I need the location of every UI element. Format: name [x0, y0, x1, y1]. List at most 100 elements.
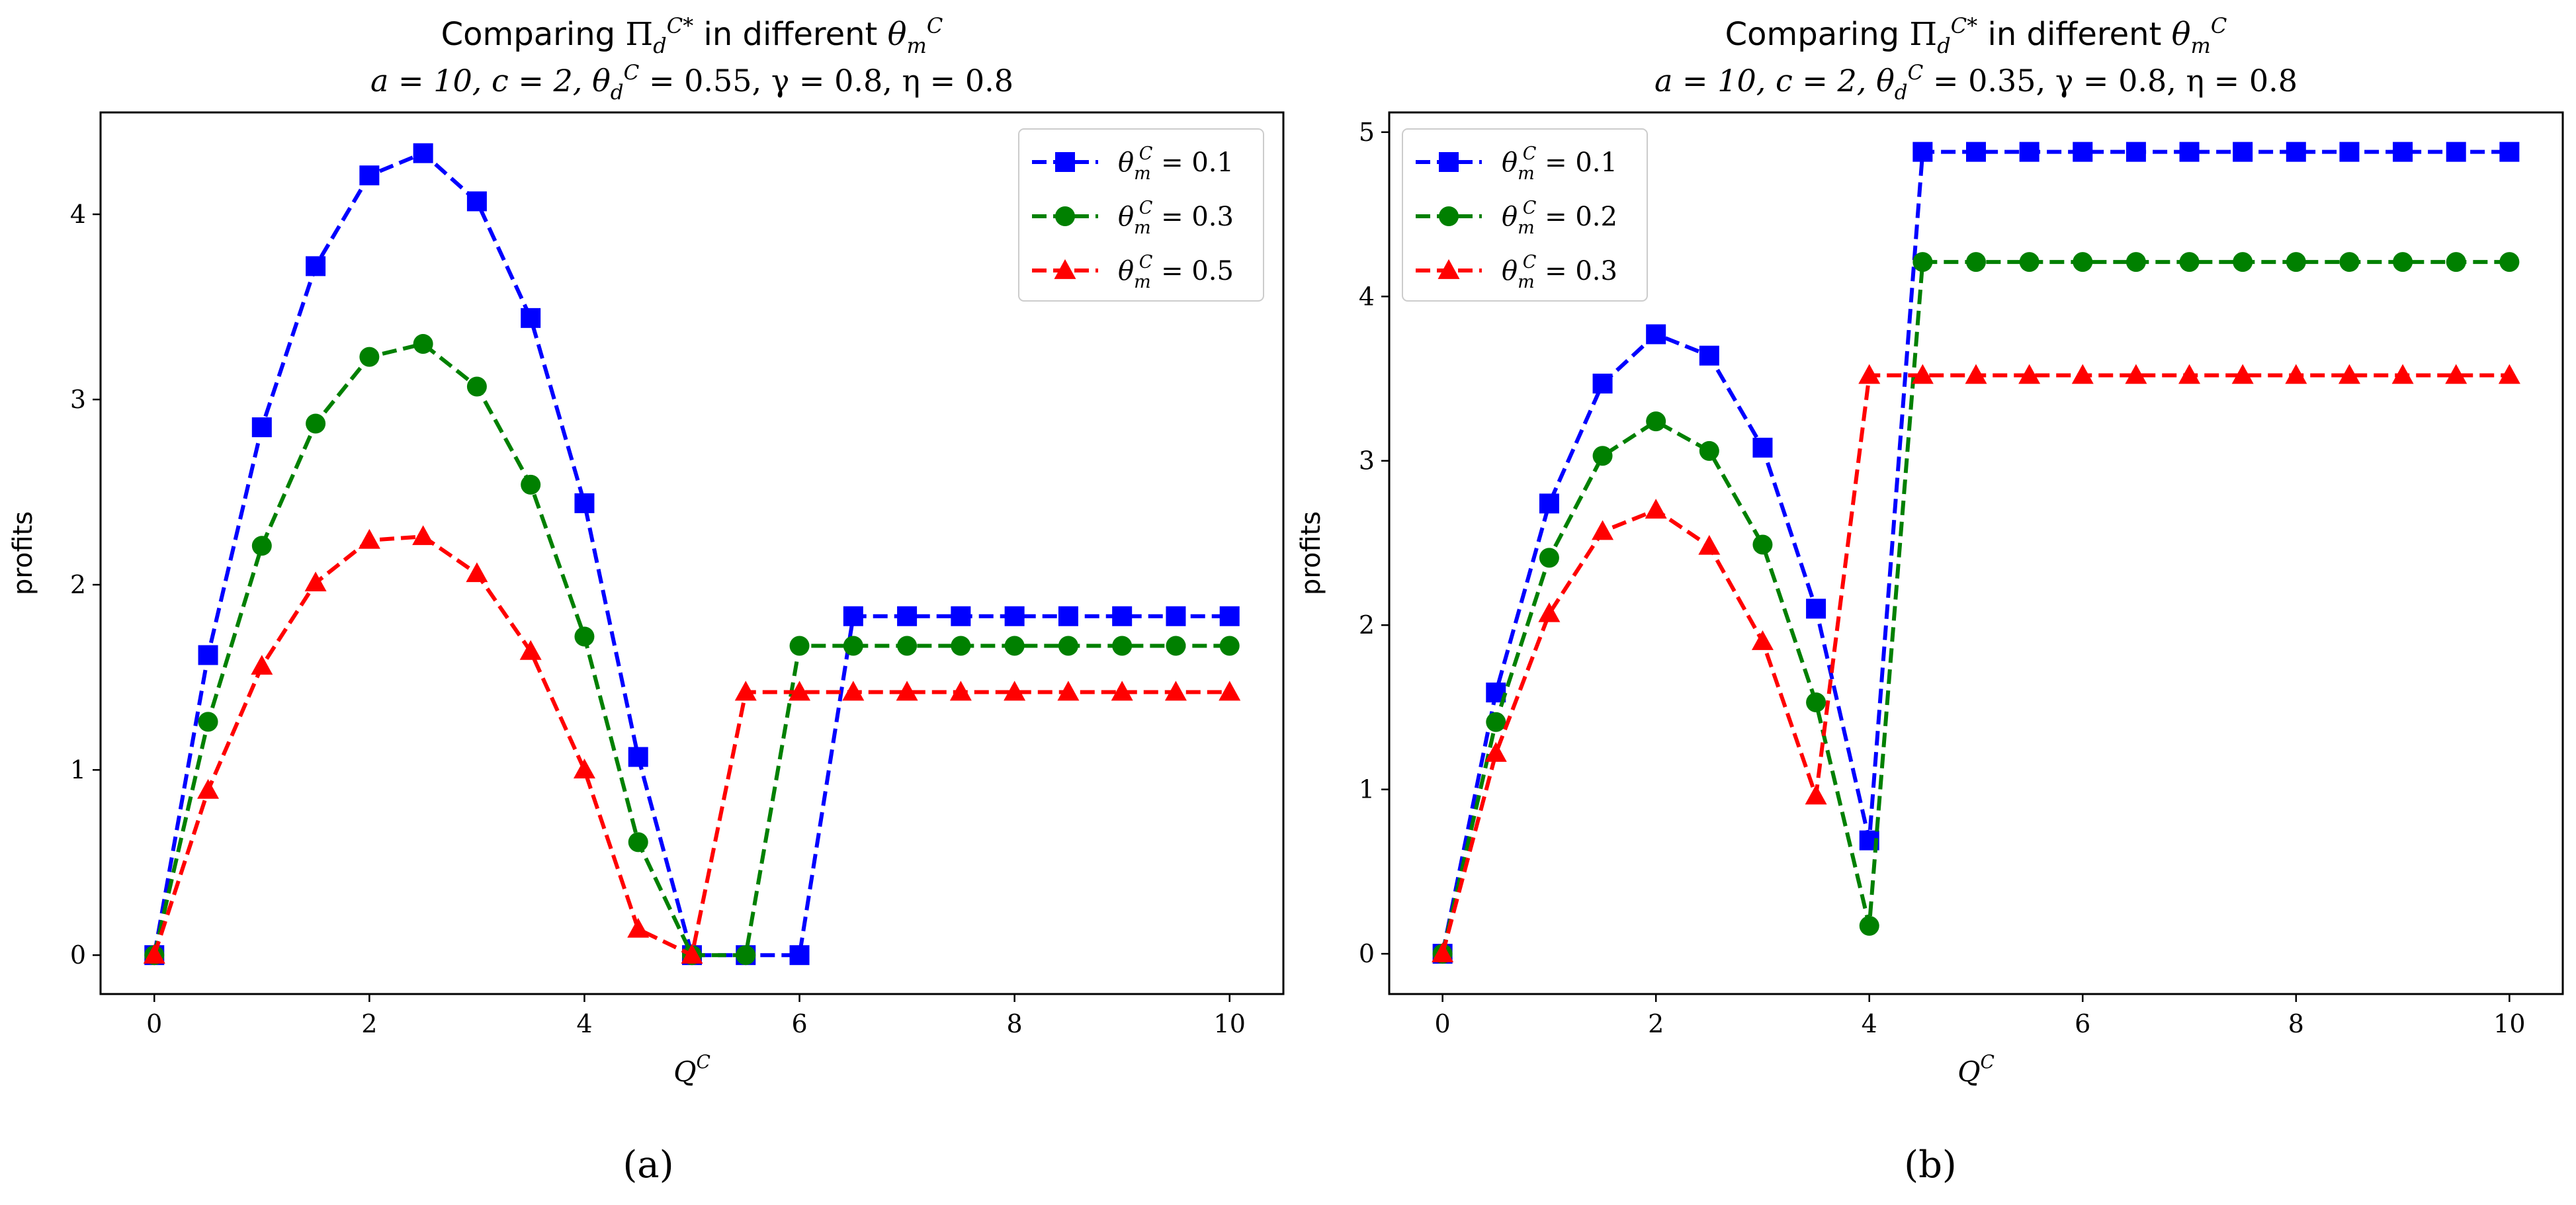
legend-label: θmC = 0.1 [1118, 144, 1234, 184]
data-point [251, 655, 273, 675]
data-point [521, 474, 541, 495]
data-point [2339, 252, 2360, 272]
y-tick-label: 4 [70, 200, 86, 229]
x-tick-label: 0 [1435, 1009, 1451, 1038]
data-point [2019, 252, 2039, 272]
data-point [1166, 636, 1186, 656]
data-point [1538, 602, 1561, 622]
data-point [2445, 364, 2468, 384]
legend-marker [1054, 259, 1076, 279]
data-point [251, 417, 272, 438]
data-point [1219, 606, 1240, 626]
y-axis-label: profits [8, 511, 38, 595]
data-point [304, 571, 327, 592]
data-point [681, 944, 703, 964]
data-point [789, 681, 811, 701]
y-tick-label: 2 [1359, 610, 1375, 640]
data-point [1111, 681, 1133, 701]
legend-theta-sub: m [1134, 272, 1151, 292]
legend-theta-sub: m [1518, 272, 1535, 292]
data-point [1645, 499, 1667, 519]
data-point [2233, 142, 2253, 162]
data-point [412, 525, 435, 546]
legend-label: θmC = 0.3 [1502, 252, 1617, 292]
axes-frame [1388, 111, 2564, 995]
data-point [143, 944, 165, 964]
data-point [198, 712, 218, 732]
x-tick-label: 0 [146, 1009, 162, 1038]
legend-value: = 0.1 [1536, 147, 1617, 178]
axes-frame [99, 111, 1285, 995]
data-point [949, 681, 972, 701]
title-mid: in different [693, 16, 887, 53]
data-point [521, 308, 541, 328]
legend-theta-sub: m [1518, 218, 1535, 238]
data-point [306, 413, 326, 434]
data-point [2073, 252, 2093, 272]
data-point [951, 636, 971, 656]
data-point [1539, 493, 1559, 514]
data-point [1806, 692, 1826, 712]
data-point [896, 681, 918, 701]
data-point [2446, 142, 2466, 162]
data-point [2178, 364, 2201, 384]
title-var: θ [2172, 16, 2191, 53]
legend-value: = 0.2 [1536, 202, 1617, 232]
legend-theta-sup: C [1523, 252, 1537, 272]
data-point [2233, 252, 2253, 272]
legend-box [1018, 128, 1264, 302]
data-point [1166, 606, 1186, 626]
data-point [897, 636, 918, 656]
data-point [574, 493, 595, 513]
title-sub: d [653, 33, 666, 58]
subtitle-theta: θ [592, 63, 611, 99]
legend-theta-sup: C [1523, 198, 1537, 218]
data-point [1751, 630, 1774, 650]
data-point [2339, 142, 2360, 162]
legend-marker [1438, 259, 1460, 279]
data-point [1646, 411, 1666, 432]
legend-value: = 0.5 [1152, 256, 1234, 286]
data-point [359, 347, 380, 367]
data-point [843, 636, 863, 656]
data-point [1486, 712, 1506, 732]
legend-theta: θ [1502, 256, 1518, 286]
legend-marker [1055, 152, 1075, 172]
data-point [2498, 364, 2520, 384]
data-point [627, 917, 650, 938]
legend-theta-sup: C [1139, 144, 1153, 164]
data-point [2286, 252, 2306, 272]
title-var: θ [888, 16, 907, 53]
chart-title: Comparing ΠdC* in different θmC [1725, 13, 2227, 58]
data-point [1646, 324, 1666, 345]
legend-theta: θ [1118, 147, 1134, 178]
legend-theta-sub: m [1134, 163, 1151, 184]
y-tick-label: 0 [70, 940, 86, 970]
data-point [306, 256, 326, 276]
data-point [628, 832, 648, 852]
data-point [2018, 364, 2041, 384]
data-point [2499, 142, 2520, 162]
legend-label: θmC = 0.3 [1118, 198, 1234, 238]
x-tick-label: 4 [1862, 1009, 1877, 1038]
data-point [413, 334, 433, 354]
data-point [2338, 364, 2360, 384]
data-point [1752, 437, 1773, 458]
subtitle-rest: = 0.55, γ = 0.8, η = 0.8 [639, 63, 1013, 99]
data-point [1219, 636, 1240, 656]
series-markers-3 [143, 525, 1241, 964]
title-sub: d [1937, 33, 1950, 58]
x-tick-label: 4 [576, 1009, 592, 1038]
data-point [1219, 681, 1241, 701]
data-point [2071, 364, 2094, 384]
data-point [359, 165, 380, 186]
legend-label: θmC = 0.5 [1118, 252, 1234, 292]
data-point [1806, 599, 1826, 619]
data-point [2125, 364, 2147, 384]
data-point [1752, 534, 1773, 555]
data-point [466, 376, 487, 397]
data-point [1912, 142, 1933, 162]
data-point [1698, 534, 1721, 555]
data-point [1912, 252, 1933, 272]
